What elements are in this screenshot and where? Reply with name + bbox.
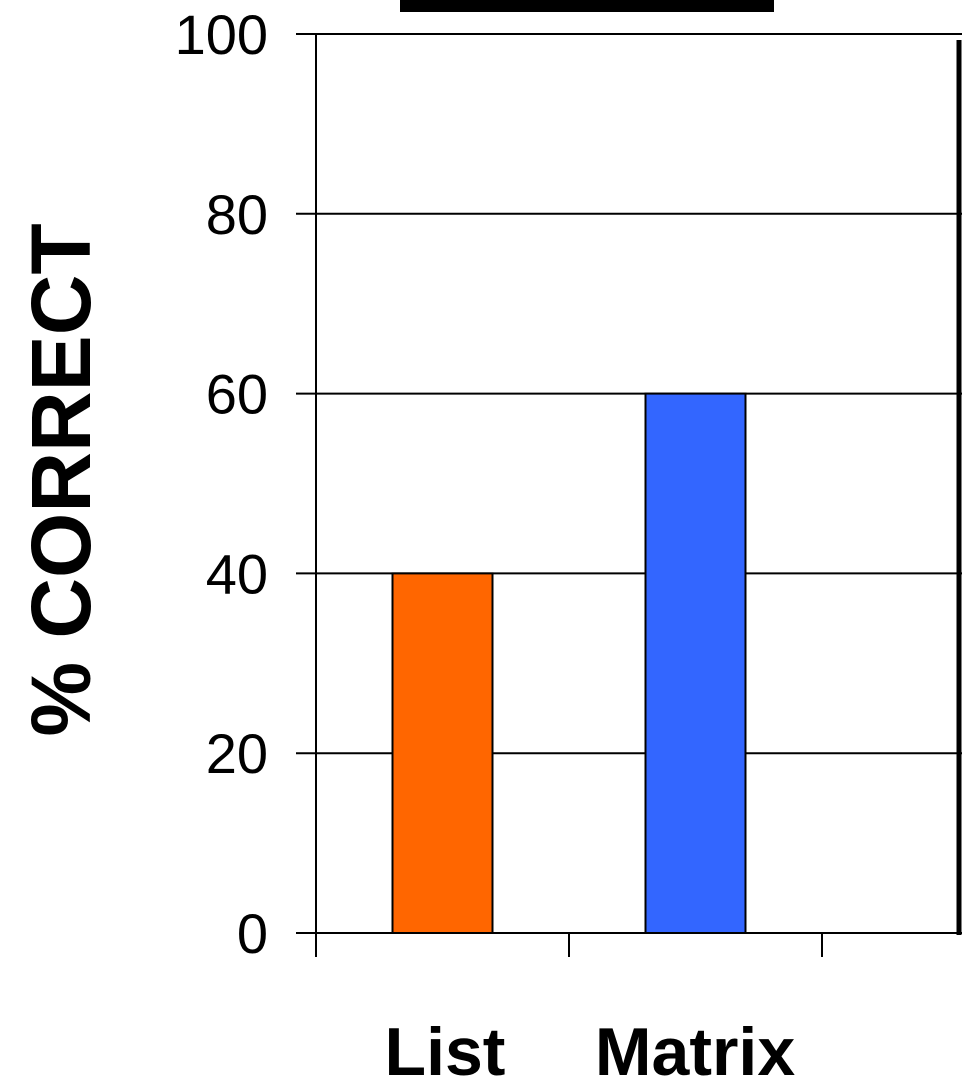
title-underline — [400, 0, 774, 12]
y-tick-label: 100 — [175, 3, 268, 66]
y-tick-label: 20 — [206, 722, 268, 785]
y-tick-label: 60 — [206, 363, 268, 426]
bar-list — [391, 572, 494, 935]
y-tick-label: 0 — [237, 902, 268, 965]
x-category-label-list: List — [385, 1014, 506, 1082]
axes — [296, 33, 962, 957]
y-tick-label: 80 — [206, 183, 268, 246]
y-tick-labels: 0 20 40 60 80 100 — [175, 3, 268, 965]
bars — [391, 392, 747, 935]
title-glyph-fragment — [686, 0, 715, 10]
y-axis-label: % CORRECT — [14, 223, 108, 736]
y-tick-label: 40 — [206, 542, 268, 605]
x-category-label-matrix: Matrix — [595, 1014, 795, 1082]
bar-matrix — [644, 392, 747, 935]
x-category-labels: List Matrix — [385, 1014, 796, 1082]
